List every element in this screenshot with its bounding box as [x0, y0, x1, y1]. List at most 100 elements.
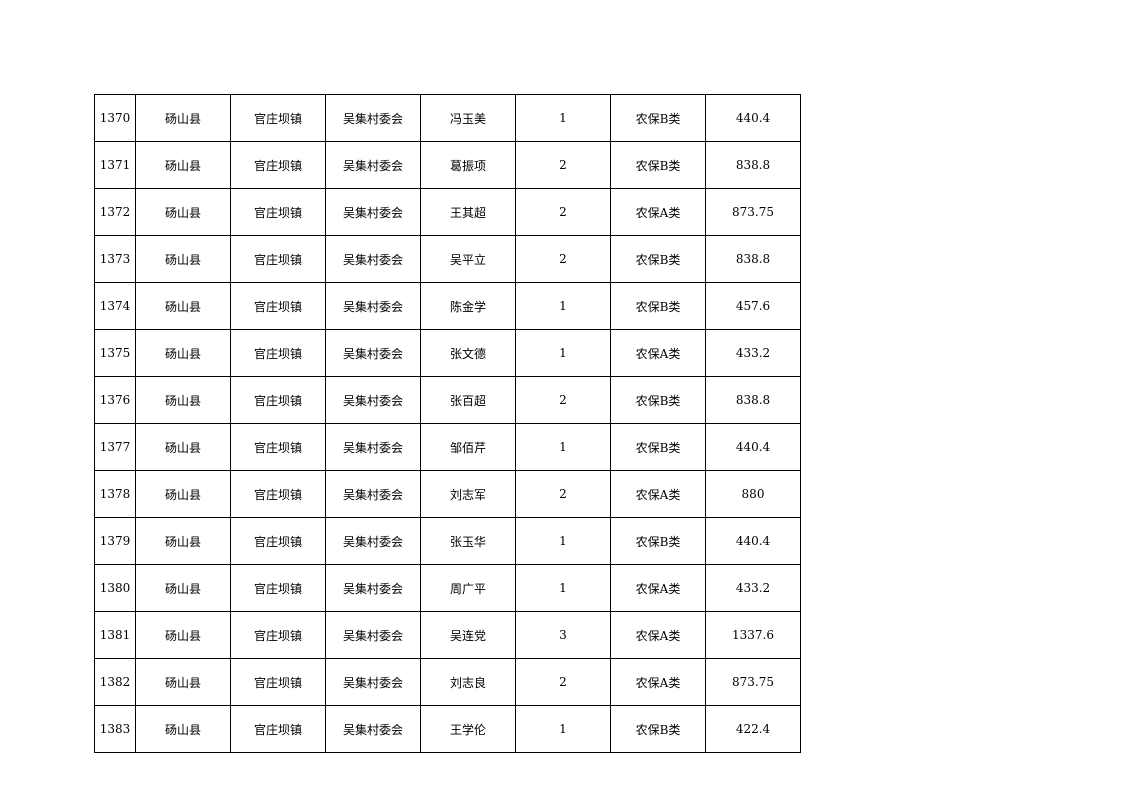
- cell-insurance-category: 农保B类: [610, 141, 706, 189]
- cell-town: 官庄坝镇: [230, 329, 326, 377]
- table-row: 1371 砀山县 官庄坝镇 吴集村委会 葛振项 2 农保B类 838.8: [94, 141, 801, 189]
- cell-household-count: 2: [515, 141, 611, 189]
- cell-insurance-category: 农保B类: [610, 282, 706, 330]
- table-row: 1377 砀山县 官庄坝镇 吴集村委会 邹佰芹 1 农保B类 440.4: [94, 423, 801, 471]
- cell-county: 砀山县: [135, 705, 231, 753]
- cell-name: 张百超: [420, 376, 516, 424]
- cell-town: 官庄坝镇: [230, 188, 326, 236]
- cell-row-number: 1376: [94, 376, 136, 424]
- table-row: 1382 砀山县 官庄坝镇 吴集村委会 刘志良 2 农保A类 873.75: [94, 658, 801, 706]
- cell-name: 吴平立: [420, 235, 516, 283]
- cell-row-number: 1374: [94, 282, 136, 330]
- cell-village-committee: 吴集村委会: [325, 235, 421, 283]
- cell-name: 刘志军: [420, 470, 516, 518]
- cell-insurance-category: 农保A类: [610, 188, 706, 236]
- table-row: 1379 砀山县 官庄坝镇 吴集村委会 张玉华 1 农保B类 440.4: [94, 517, 801, 565]
- cell-county: 砀山县: [135, 658, 231, 706]
- cell-name: 张玉华: [420, 517, 516, 565]
- cell-name: 邹佰芹: [420, 423, 516, 471]
- cell-village-committee: 吴集村委会: [325, 517, 421, 565]
- cell-household-count: 2: [515, 188, 611, 236]
- cell-household-count: 1: [515, 282, 611, 330]
- table-row: 1373 砀山县 官庄坝镇 吴集村委会 吴平立 2 农保B类 838.8: [94, 235, 801, 283]
- cell-insurance-category: 农保B类: [610, 376, 706, 424]
- cell-insurance-category: 农保B类: [610, 235, 706, 283]
- cell-household-count: 1: [515, 517, 611, 565]
- cell-row-number: 1378: [94, 470, 136, 518]
- cell-town: 官庄坝镇: [230, 470, 326, 518]
- cell-row-number: 1380: [94, 564, 136, 612]
- cell-amount: 440.4: [705, 423, 801, 471]
- cell-amount: 838.8: [705, 235, 801, 283]
- cell-amount: 440.4: [705, 517, 801, 565]
- cell-village-committee: 吴集村委会: [325, 423, 421, 471]
- cell-name: 王其超: [420, 188, 516, 236]
- cell-household-count: 1: [515, 94, 611, 142]
- cell-amount: 457.6: [705, 282, 801, 330]
- cell-amount: 873.75: [705, 188, 801, 236]
- cell-village-committee: 吴集村委会: [325, 329, 421, 377]
- table-row: 1376 砀山县 官庄坝镇 吴集村委会 张百超 2 农保B类 838.8: [94, 376, 801, 424]
- table-row: 1381 砀山县 官庄坝镇 吴集村委会 吴连党 3 农保A类 1337.6: [94, 611, 801, 659]
- cell-household-count: 2: [515, 658, 611, 706]
- cell-insurance-category: 农保B类: [610, 517, 706, 565]
- cell-town: 官庄坝镇: [230, 141, 326, 189]
- table-row: 1370 砀山县 官庄坝镇 吴集村委会 冯玉美 1 农保B类 440.4: [94, 94, 801, 142]
- cell-village-committee: 吴集村委会: [325, 470, 421, 518]
- cell-village-committee: 吴集村委会: [325, 282, 421, 330]
- cell-name: 刘志良: [420, 658, 516, 706]
- cell-insurance-category: 农保A类: [610, 329, 706, 377]
- cell-name: 葛振项: [420, 141, 516, 189]
- cell-insurance-category: 农保B类: [610, 423, 706, 471]
- cell-name: 冯玉美: [420, 94, 516, 142]
- cell-name: 周广平: [420, 564, 516, 612]
- cell-village-committee: 吴集村委会: [325, 611, 421, 659]
- cell-county: 砀山县: [135, 329, 231, 377]
- cell-name: 吴连党: [420, 611, 516, 659]
- cell-row-number: 1375: [94, 329, 136, 377]
- cell-amount: 433.2: [705, 329, 801, 377]
- cell-row-number: 1377: [94, 423, 136, 471]
- cell-county: 砀山县: [135, 282, 231, 330]
- cell-insurance-category: 农保B类: [610, 705, 706, 753]
- cell-household-count: 1: [515, 705, 611, 753]
- table-row: 1380 砀山县 官庄坝镇 吴集村委会 周广平 1 农保A类 433.2: [94, 564, 801, 612]
- cell-county: 砀山县: [135, 94, 231, 142]
- cell-insurance-category: 农保A类: [610, 470, 706, 518]
- cell-town: 官庄坝镇: [230, 94, 326, 142]
- cell-household-count: 2: [515, 376, 611, 424]
- cell-row-number: 1383: [94, 705, 136, 753]
- cell-town: 官庄坝镇: [230, 705, 326, 753]
- table-row: 1374 砀山县 官庄坝镇 吴集村委会 陈金学 1 农保B类 457.6: [94, 282, 801, 330]
- cell-row-number: 1370: [94, 94, 136, 142]
- cell-amount: 873.75: [705, 658, 801, 706]
- cell-village-committee: 吴集村委会: [325, 705, 421, 753]
- cell-row-number: 1379: [94, 517, 136, 565]
- cell-town: 官庄坝镇: [230, 376, 326, 424]
- cell-county: 砀山县: [135, 423, 231, 471]
- cell-amount: 422.4: [705, 705, 801, 753]
- cell-row-number: 1371: [94, 141, 136, 189]
- table-row: 1372 砀山县 官庄坝镇 吴集村委会 王其超 2 农保A类 873.75: [94, 188, 801, 236]
- cell-name: 张文德: [420, 329, 516, 377]
- cell-row-number: 1381: [94, 611, 136, 659]
- cell-village-committee: 吴集村委会: [325, 564, 421, 612]
- cell-county: 砀山县: [135, 188, 231, 236]
- table-row: 1375 砀山县 官庄坝镇 吴集村委会 张文德 1 农保A类 433.2: [94, 329, 801, 377]
- cell-household-count: 1: [515, 564, 611, 612]
- cell-village-committee: 吴集村委会: [325, 94, 421, 142]
- cell-insurance-category: 农保A类: [610, 611, 706, 659]
- cell-county: 砀山县: [135, 564, 231, 612]
- cell-insurance-category: 农保A类: [610, 564, 706, 612]
- cell-household-count: 3: [515, 611, 611, 659]
- cell-county: 砀山县: [135, 376, 231, 424]
- cell-insurance-category: 农保A类: [610, 658, 706, 706]
- cell-household-count: 1: [515, 329, 611, 377]
- cell-name: 王学伦: [420, 705, 516, 753]
- cell-village-committee: 吴集村委会: [325, 658, 421, 706]
- cell-name: 陈金学: [420, 282, 516, 330]
- cell-town: 官庄坝镇: [230, 611, 326, 659]
- cell-county: 砀山县: [135, 470, 231, 518]
- cell-village-committee: 吴集村委会: [325, 376, 421, 424]
- cell-village-committee: 吴集村委会: [325, 141, 421, 189]
